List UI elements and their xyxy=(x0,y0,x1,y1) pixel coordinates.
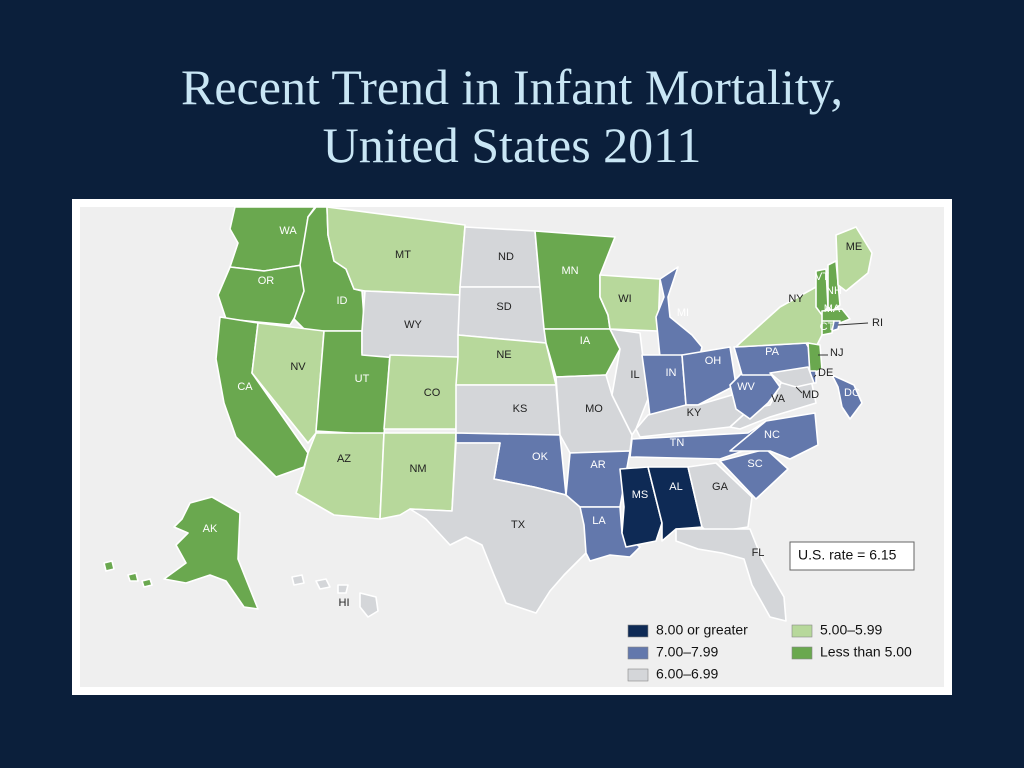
label-mn: MN xyxy=(561,265,578,277)
legend-swatch-3 xyxy=(628,669,648,681)
label-ok: OK xyxy=(532,451,549,463)
label-la: LA xyxy=(592,515,606,527)
label-vt: VT xyxy=(815,271,829,283)
legend-swatch-5 xyxy=(792,647,812,659)
state-co xyxy=(384,355,458,429)
label-sd: SD xyxy=(496,301,511,313)
map-area: WA OR CA ID NV UT AZ MT WY CO NM ND SD NE KS OK TX MN IA MO… xyxy=(80,207,944,687)
label-ak: AK xyxy=(203,523,218,535)
state-ks xyxy=(456,385,560,435)
legend-swatch-2 xyxy=(628,647,648,659)
label-ut: UT xyxy=(355,373,370,385)
alaska-island-2 xyxy=(128,573,138,581)
hawaii-island-3 xyxy=(338,585,348,593)
label-co: CO xyxy=(424,387,441,399)
state-az xyxy=(296,433,384,519)
legend-label-1: 8.00 or greater xyxy=(656,622,748,638)
legend-label-2: 7.00–7.99 xyxy=(656,644,718,660)
alaska-island-1 xyxy=(104,561,114,571)
legend-swatch-4 xyxy=(792,625,812,637)
label-md: MD xyxy=(802,389,819,401)
legend-label-5: Less than 5.00 xyxy=(820,644,912,660)
label-nm: NM xyxy=(409,463,426,475)
label-ms: MS xyxy=(632,489,649,501)
label-pa: PA xyxy=(765,346,780,358)
state-nm xyxy=(380,433,456,519)
label-nj: NJ xyxy=(830,347,843,359)
label-ri: RI xyxy=(872,317,883,329)
map-panel: WA OR CA ID NV UT AZ MT WY CO NM ND SD NE KS OK TX MN IA MO… xyxy=(72,199,952,695)
legend-label-4: 5.00–5.99 xyxy=(820,622,882,638)
hawaii-island-1 xyxy=(292,575,304,585)
state-ak xyxy=(164,497,258,609)
label-ks: KS xyxy=(513,403,528,415)
label-mi: MI xyxy=(677,307,689,319)
label-ar: AR xyxy=(590,459,605,471)
label-wa: WA xyxy=(279,225,297,237)
label-wi: WI xyxy=(618,293,631,305)
us-map: WA OR CA ID NV UT AZ MT WY CO NM ND SD NE KS OK TX MN IA MO… xyxy=(80,207,944,687)
label-ca: CA xyxy=(237,381,253,393)
label-sc: SC xyxy=(747,458,762,470)
state-me xyxy=(836,227,872,291)
label-ne: NE xyxy=(496,349,511,361)
label-mt: MT xyxy=(395,249,411,261)
label-id: ID xyxy=(337,295,348,307)
state-hi xyxy=(360,593,378,617)
label-dc: DC xyxy=(844,387,860,399)
label-nc: NC xyxy=(764,429,780,441)
title-line-2: United States 2011 xyxy=(0,116,1024,174)
alaska-island-3 xyxy=(142,579,152,587)
label-me: ME xyxy=(846,241,863,253)
legend-label-3: 6.00–6.99 xyxy=(656,666,718,682)
label-ct: CT xyxy=(820,321,835,333)
label-va: VA xyxy=(771,393,786,405)
label-ga: GA xyxy=(712,481,729,493)
slide-title: Recent Trend in Infant Mortality, United… xyxy=(0,58,1024,174)
label-or: OR xyxy=(258,275,275,287)
label-oh: OH xyxy=(705,355,722,367)
label-mo: MO xyxy=(585,403,603,415)
label-ia: IA xyxy=(580,335,591,347)
label-de: DE xyxy=(818,367,833,379)
label-nh: NH xyxy=(826,285,842,297)
leader-ri xyxy=(838,323,868,325)
label-nd: ND xyxy=(498,251,514,263)
label-az: AZ xyxy=(337,453,351,465)
label-il: IL xyxy=(630,369,639,381)
label-in: IN xyxy=(666,367,677,379)
label-wy: WY xyxy=(404,319,422,331)
state-ny xyxy=(736,287,826,347)
legend-swatch-1 xyxy=(628,625,648,637)
state-fl xyxy=(676,529,786,621)
label-nv: NV xyxy=(290,361,306,373)
label-ny: NY xyxy=(788,293,804,305)
hawaii-island-2 xyxy=(316,579,330,589)
us-rate-label: U.S. rate = 6.15 xyxy=(798,547,897,563)
title-line-1: Recent Trend in Infant Mortality, xyxy=(0,58,1024,116)
label-hi: HI xyxy=(339,597,350,609)
label-ky: KY xyxy=(687,407,702,419)
label-fl: FL xyxy=(752,547,765,559)
label-al: AL xyxy=(669,481,682,493)
state-sd xyxy=(458,287,546,343)
label-wv: WV xyxy=(737,381,755,393)
label-ma: MA xyxy=(824,303,841,315)
label-tx: TX xyxy=(511,519,526,531)
label-tn: TN xyxy=(670,437,685,449)
